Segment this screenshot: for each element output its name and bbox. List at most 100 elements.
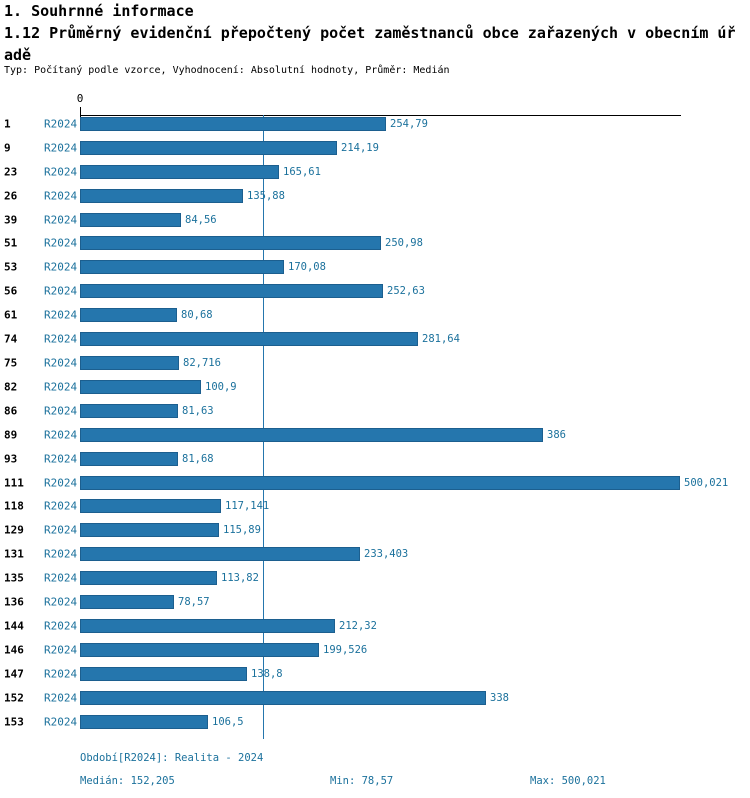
series-label: R2024 (44, 117, 78, 131)
chart-title-line1: 1.12 Průměrný evidenční přepočtený počet… (4, 24, 736, 42)
bar[interactable] (80, 236, 381, 251)
bar-row: 153 R2024 106,5 (0, 710, 750, 734)
row-category-label: 153 (4, 715, 24, 729)
bar[interactable] (80, 260, 284, 275)
bar-value-label: 81,68 (182, 452, 214, 465)
bar[interactable] (80, 547, 360, 562)
period-label: Období[R2024]: Realita - 2024 (80, 752, 264, 764)
series-label: R2024 (44, 667, 78, 681)
row-category-label: 93 (4, 452, 18, 466)
bar-row: 61 R2024 80,68 (0, 303, 750, 327)
bar-value-label: 100,9 (205, 380, 237, 393)
bar[interactable] (80, 403, 178, 418)
x-axis-line (80, 115, 681, 116)
bar-value-label: 212,32 (339, 619, 377, 632)
bar-row: 152 R2024 338 (0, 686, 750, 710)
bar-row: 111 R2024 500,021 (0, 471, 750, 495)
bar-value-label: 281,64 (422, 333, 460, 346)
bar-value-label: 81,63 (182, 404, 214, 417)
series-label: R2024 (44, 189, 78, 203)
bar-row: 53 R2024 170,08 (0, 255, 750, 279)
row-category-label: 56 (4, 284, 18, 298)
row-category-label: 74 (4, 332, 18, 346)
bar-row: 129 R2024 115,89 (0, 518, 750, 542)
series-label: R2024 (44, 715, 78, 729)
row-category-label: 136 (4, 595, 24, 609)
series-label: R2024 (44, 404, 78, 418)
max-stat-label: Max: 500,021 (530, 775, 606, 787)
bar[interactable] (80, 140, 337, 155)
series-label: R2024 (44, 165, 78, 179)
row-category-label: 61 (4, 308, 18, 322)
row-category-label: 1 (4, 117, 11, 131)
bar[interactable] (80, 642, 319, 657)
bar-row: 74 R2024 281,64 (0, 327, 750, 351)
bar[interactable] (80, 499, 221, 514)
row-category-label: 146 (4, 643, 24, 657)
row-category-label: 75 (4, 356, 18, 370)
bar[interactable] (80, 595, 174, 610)
bar-value-label: 80,68 (181, 309, 213, 322)
series-label: R2024 (44, 308, 78, 322)
bar-value-label: 170,08 (288, 261, 326, 274)
bar[interactable] (80, 308, 177, 323)
series-label: R2024 (44, 236, 78, 250)
row-category-label: 23 (4, 165, 18, 179)
bar-value-label: 117,141 (225, 500, 270, 513)
bar[interactable] (80, 164, 279, 179)
bar[interactable] (80, 475, 680, 490)
row-category-label: 89 (4, 428, 18, 442)
row-category-label: 152 (4, 691, 24, 705)
report-section-title: 1. Souhrnné informace (4, 2, 194, 20)
bar[interactable] (80, 666, 247, 681)
bar-row: 39 R2024 84,56 (0, 208, 750, 232)
bar[interactable] (80, 356, 179, 371)
row-category-label: 118 (4, 499, 24, 513)
bar[interactable] (80, 427, 543, 442)
bar-row: 147 R2024 138,8 (0, 662, 750, 686)
bar-value-label: 250,98 (385, 237, 423, 250)
bar-value-label: 338 (490, 691, 509, 704)
bar[interactable] (80, 523, 219, 538)
bar-rows-container: 1 R2024 254,79 9 R2024 214,19 23 R2024 165,61 26 R… (0, 112, 750, 734)
row-category-label: 129 (4, 523, 24, 537)
x-axis-zero-label: 0 (76, 92, 84, 105)
series-label: R2024 (44, 428, 78, 442)
chart-title-line2: adě (4, 46, 32, 64)
bar-value-label: 500,021 (684, 476, 729, 489)
row-category-label: 86 (4, 404, 18, 418)
series-label: R2024 (44, 523, 78, 537)
bar-value-label: 106,5 (212, 715, 244, 728)
chart-meta-line: Typ: Počítaný podle vzorce, Vyhodnocení:… (4, 65, 450, 76)
series-label: R2024 (44, 141, 78, 155)
series-label: R2024 (44, 643, 78, 657)
bar[interactable] (80, 284, 383, 299)
bar[interactable] (80, 379, 201, 394)
row-category-label: 9 (4, 141, 11, 155)
bar-row: 75 R2024 82,716 (0, 351, 750, 375)
series-label: R2024 (44, 213, 78, 227)
row-category-label: 51 (4, 236, 18, 250)
series-label: R2024 (44, 452, 78, 466)
bar-value-label: 165,61 (283, 165, 321, 178)
bar[interactable] (80, 188, 243, 203)
bar[interactable] (80, 451, 178, 466)
row-category-label: 26 (4, 189, 18, 203)
bar[interactable] (80, 571, 217, 586)
bar[interactable] (80, 332, 418, 347)
bar[interactable] (80, 690, 486, 705)
bar-value-label: 214,19 (341, 141, 379, 154)
series-label: R2024 (44, 332, 78, 346)
bar[interactable] (80, 116, 386, 131)
bar-row: 23 R2024 165,61 (0, 160, 750, 184)
bar-row: 51 R2024 250,98 (0, 232, 750, 256)
bar[interactable] (80, 618, 335, 633)
bar-row: 1 R2024 254,79 (0, 112, 750, 136)
bar-row: 146 R2024 199,526 (0, 638, 750, 662)
bar-value-label: 115,89 (223, 524, 261, 537)
bar[interactable] (80, 212, 181, 227)
bar-row: 131 R2024 233,403 (0, 542, 750, 566)
row-category-label: 53 (4, 260, 18, 274)
bar[interactable] (80, 714, 208, 729)
bar-row: 89 R2024 386 (0, 423, 750, 447)
